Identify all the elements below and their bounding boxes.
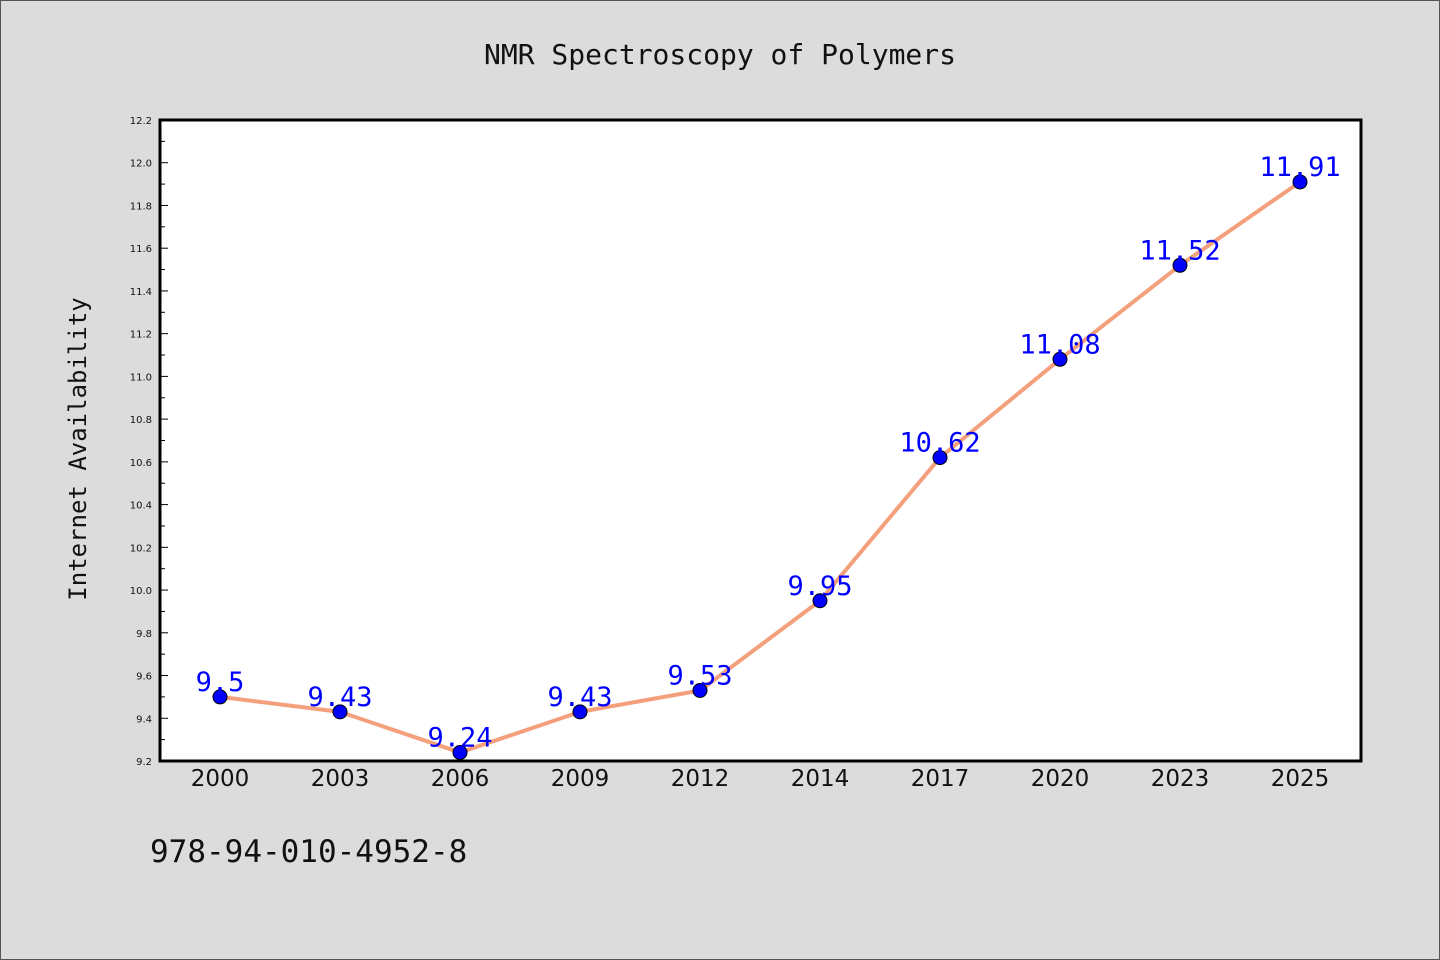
y-tick-label-7: 10.6 bbox=[130, 458, 152, 469]
x-tick-label-1: 2003 bbox=[311, 766, 370, 792]
x-tick-label-0: 2000 bbox=[191, 766, 250, 792]
chart-title: NMR Spectroscopy of Polymers bbox=[484, 38, 956, 71]
x-tick-label-3: 2009 bbox=[551, 766, 610, 792]
isbn-label: 978-94-010-4952-8 bbox=[150, 834, 468, 870]
plot-area bbox=[158, 118, 1363, 763]
data-point-1 bbox=[332, 704, 348, 720]
y-axis-label: Internet Availability bbox=[64, 297, 92, 600]
y-tick-label-6: 10.4 bbox=[130, 501, 152, 512]
data-label-5: 9.95 bbox=[787, 571, 852, 602]
data-label-1: 9.43 bbox=[307, 682, 372, 713]
series-line-0 bbox=[219, 180, 1302, 755]
y-tick-label-3: 9.8 bbox=[136, 629, 152, 640]
series-lines bbox=[219, 180, 1302, 755]
x-tick-label-7: 2020 bbox=[1031, 766, 1090, 792]
x-tick-label-8: 2023 bbox=[1151, 766, 1210, 792]
data-point-5 bbox=[812, 593, 828, 609]
x-tick-label-9: 2025 bbox=[1271, 766, 1330, 792]
y-tick-label-5: 10.2 bbox=[130, 543, 152, 554]
data-point-7 bbox=[1052, 351, 1068, 367]
data-point-6 bbox=[932, 450, 948, 466]
y-tick-label-1: 9.4 bbox=[136, 714, 152, 725]
y-tick-label-12: 11.6 bbox=[130, 244, 152, 255]
data-point-3 bbox=[572, 704, 588, 720]
x-tick-label-4: 2012 bbox=[671, 766, 730, 792]
y-tick-label-11: 11.4 bbox=[130, 287, 152, 298]
data-label-3: 9.43 bbox=[547, 682, 612, 713]
data-point-8 bbox=[1172, 257, 1188, 273]
y-tick-label-4: 10.0 bbox=[130, 586, 152, 597]
x-axis-ticks: 2000 2003 2006 2009 2012 2014 2017 2020 2023 2025 bbox=[191, 766, 1330, 792]
data-label-6: 10.62 bbox=[899, 428, 980, 459]
data-markers bbox=[212, 174, 1308, 760]
data-label-7: 11.08 bbox=[1019, 329, 1100, 360]
y-tick-label-15: 12.2 bbox=[130, 116, 152, 127]
data-labels: 9.5 9.43 9.24 9.43 9.53 9.95 10.62 11.08 11.52 11… bbox=[196, 152, 1341, 753]
data-label-0: 9.5 bbox=[196, 667, 245, 698]
data-label-9: 11.91 bbox=[1259, 152, 1340, 183]
data-label-2: 9.24 bbox=[427, 722, 492, 753]
data-point-9 bbox=[1292, 174, 1308, 190]
y-tick-label-8: 10.8 bbox=[130, 415, 152, 426]
x-tick-label-6: 2017 bbox=[911, 766, 970, 792]
data-label-8: 11.52 bbox=[1139, 235, 1220, 266]
y-tick-label-14: 12.0 bbox=[130, 159, 152, 170]
y-tick-label-2: 9.6 bbox=[136, 672, 152, 683]
data-point-0 bbox=[212, 689, 228, 705]
y-tick-label-10: 11.2 bbox=[130, 330, 152, 341]
y-tick-label-13: 11.8 bbox=[130, 201, 152, 212]
x-tick-label-5: 2014 bbox=[791, 766, 850, 792]
y-axis-ticks: 9.2 9.4 9.6 9.8 10.0 10.2 10.4 10.6 10.8 11.0 11.2… bbox=[130, 116, 168, 768]
data-point-2 bbox=[452, 744, 468, 760]
x-tick-label-2: 2006 bbox=[431, 766, 490, 792]
y-tick-label-9: 11.0 bbox=[130, 372, 152, 383]
data-point-4 bbox=[692, 682, 708, 698]
y-tick-label-0: 9.2 bbox=[136, 757, 152, 768]
data-label-4: 9.53 bbox=[667, 660, 732, 691]
